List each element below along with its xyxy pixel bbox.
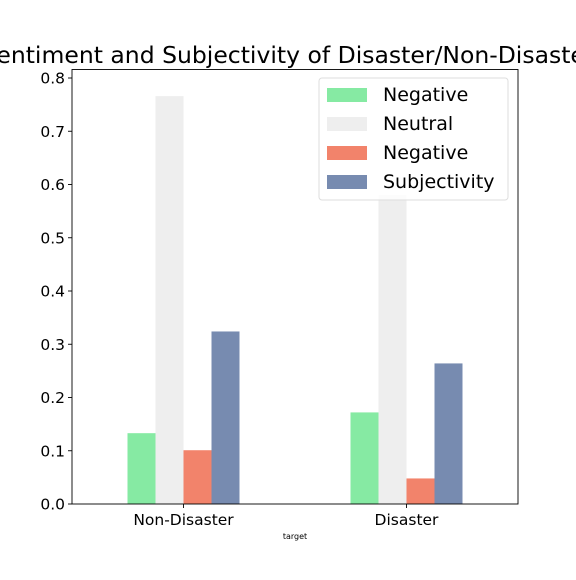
bar-3-0 <box>211 331 240 504</box>
y-tick-label: 0.1 <box>40 442 65 460</box>
x-axis-label: target <box>283 532 307 541</box>
bar-1-0 <box>155 96 184 504</box>
x-tick-label: Disaster <box>375 511 440 529</box>
y-tick-label: 0.5 <box>40 229 65 247</box>
plot-area-frame <box>71 69 519 505</box>
bar-2-1 <box>406 478 435 504</box>
legend-label-2: Negative <box>383 142 468 164</box>
legend-frame <box>318 77 509 201</box>
bar-3-1 <box>434 363 463 504</box>
y-tick-label: 0.8 <box>40 70 65 88</box>
legend-swatch-3 <box>327 175 367 189</box>
y-tick-label: 0.6 <box>40 176 65 194</box>
legend-swatch-0 <box>327 88 367 102</box>
y-tick-label: 0.7 <box>40 123 65 141</box>
bar-0-1 <box>350 412 379 504</box>
chart-title: Sentiment and Subjectivity of Disaster/N… <box>0 41 576 69</box>
bar-2-0 <box>183 450 212 504</box>
legend-label-0: Negative <box>383 84 468 106</box>
y-tick-label: 0.3 <box>40 336 65 354</box>
bar-1-1 <box>378 195 407 504</box>
legend-swatch-2 <box>327 146 367 160</box>
legend: Negative Neutral Negative Subjectivity <box>318 77 509 201</box>
legend-label-1: Neutral <box>383 113 453 135</box>
legend-label-3: Subjectivity <box>383 171 495 193</box>
legend-swatch-1 <box>327 117 367 131</box>
bar-0-0 <box>127 433 156 504</box>
x-tick-label: Non-Disaster <box>133 511 234 529</box>
y-tick-label: 0.4 <box>40 283 65 301</box>
y-tick-label: 0.2 <box>40 389 65 407</box>
y-tick-label: 0.0 <box>40 496 65 514</box>
